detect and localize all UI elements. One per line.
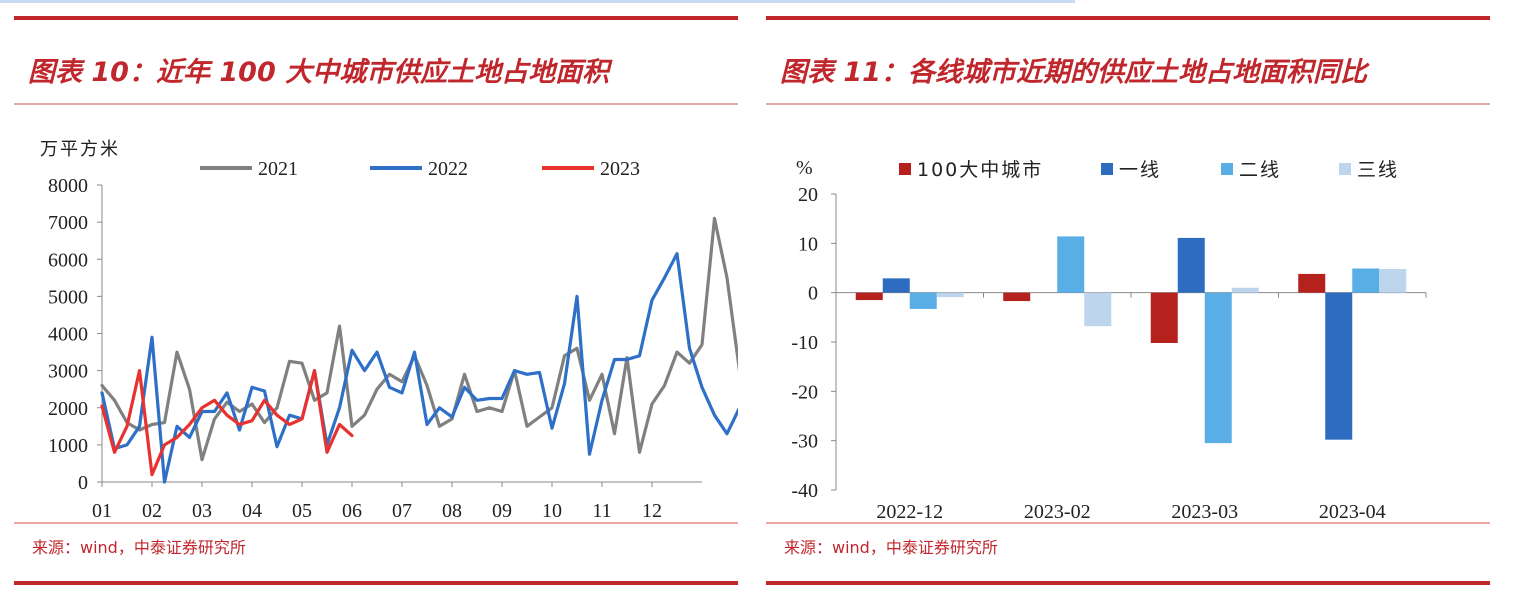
x-tick-label: 12 [642, 500, 662, 518]
y-tick-label: 4000 [48, 324, 88, 346]
x-tick-label: 04 [242, 500, 262, 518]
x-tick-label: 10 [542, 500, 562, 518]
legend-swatch-一线 [1101, 163, 1113, 175]
legend-swatch-100大中城市 [899, 163, 911, 175]
x-tick-label: 08 [442, 500, 462, 518]
bar-三线-2023-02 [1084, 292, 1112, 327]
top-accent-bar [0, 0, 1075, 3]
x-tick-label: 07 [392, 500, 412, 518]
bar-100大中城市-2023-03 [1150, 292, 1178, 343]
panel-bottom-rule [766, 581, 1490, 585]
bar-chart-title: 图表 11：各线城市近期的供应土地占地面积同比 [780, 57, 1367, 88]
panel-title-rule [766, 103, 1490, 105]
legend-label-一线: 一线 [1119, 159, 1161, 181]
bar-一线-2022-12 [882, 278, 910, 293]
bar-三线-2023-03 [1231, 287, 1259, 293]
line-chart-title: 图表 10：近年 100 大中城市供应土地占地面积 [28, 57, 610, 88]
legend-label-100大中城市: 100大中城市 [917, 159, 1043, 181]
legend-label-三线: 三线 [1357, 159, 1399, 181]
y-tick-label: 20 [798, 184, 818, 206]
x-tick-label: 11 [592, 500, 611, 518]
y-tick-label: 10 [798, 233, 818, 255]
bar-二线-2022-12 [909, 292, 937, 309]
y-tick-label: 0 [78, 472, 88, 494]
y-tick-label: -10 [791, 332, 818, 354]
bar-100大中城市-2023-04 [1298, 273, 1326, 293]
y-axis-unit-label: 万平方米 [40, 139, 120, 160]
panel-bottom-rule [14, 581, 738, 585]
x-category-label: 2022-12 [876, 501, 943, 518]
line-chart-svg: 万平方米 2021 2022 2023 0 1000 2000 3000 4000 5000 600… [40, 139, 738, 518]
bar-chart-source: 来源：wind，中泰证券研究所 [784, 538, 998, 557]
panel-source-rule [766, 522, 1490, 524]
bar-二线-2023-02 [1057, 236, 1085, 293]
y-tick-label: 1000 [48, 435, 88, 457]
bar-一线-2023-04 [1325, 292, 1353, 440]
bar-二线-2023-04 [1352, 268, 1380, 293]
legend-label-2022: 2022 [428, 158, 468, 180]
x-category-label: 2023-02 [1024, 501, 1091, 518]
x-tick-label: 01 [92, 500, 112, 518]
y-tick-label: -30 [791, 431, 818, 453]
bar-100大中城市-2023-02 [1003, 292, 1031, 302]
legend-swatch-三线 [1339, 163, 1351, 175]
line-chart-panel: 图表 10：近年 100 大中城市供应土地占地面积 万平方米 2021 2022 20… [14, 14, 738, 588]
legend-swatch-二线 [1221, 163, 1233, 175]
legend-label-2023: 2023 [600, 158, 640, 180]
y-tick-label: 5000 [48, 286, 88, 308]
x-tick-label: 02 [142, 500, 162, 518]
y-tick-label: 2000 [48, 398, 88, 420]
x-category-label: 2023-03 [1171, 501, 1238, 518]
bar-三线-2023-04 [1379, 268, 1407, 293]
series-line-2023 [100, 369, 354, 477]
x-tick-label: 09 [492, 500, 512, 518]
y-tick-label: 7000 [48, 212, 88, 234]
line-chart-source: 来源：wind，中泰证券研究所 [32, 538, 246, 557]
y-tick-label: 3000 [48, 361, 88, 383]
bar-三线-2022-12 [936, 292, 964, 298]
x-tick-label: 06 [342, 500, 362, 518]
y-tick-label: -20 [791, 381, 818, 403]
x-tick-label: 05 [292, 500, 312, 518]
bar-100大中城市-2022-12 [855, 292, 883, 301]
y-tick-label: 0 [808, 283, 818, 305]
x-tick-label: 03 [192, 500, 212, 518]
series-line-2021 [100, 216, 738, 462]
y-tick-label: 6000 [48, 249, 88, 271]
legend-label-2021: 2021 [258, 158, 298, 180]
legend-label-二线: 二线 [1239, 159, 1281, 181]
bar-一线-2023-03 [1177, 237, 1205, 293]
panel-source-rule [14, 522, 738, 524]
panel-top-rule [766, 16, 1490, 20]
panel-title-rule [14, 103, 738, 105]
bar-二线-2023-03 [1204, 292, 1232, 444]
bar-chart-svg: % 100大中城市 一线 二线 三线 20 10 0 -10 -20 -30 -40 2022-12 20… [791, 157, 1427, 518]
panel-top-rule [14, 16, 738, 20]
y-axis-unit-label: % [796, 157, 813, 179]
y-tick-label: -40 [791, 480, 818, 502]
bar-chart-panel: 图表 11：各线城市近期的供应土地占地面积同比 % 100大中城市 一线 二线 三线 20… [766, 14, 1490, 588]
y-tick-label: 8000 [48, 175, 88, 197]
series-line-2022 [100, 252, 738, 484]
x-category-label: 2023-04 [1319, 501, 1386, 518]
